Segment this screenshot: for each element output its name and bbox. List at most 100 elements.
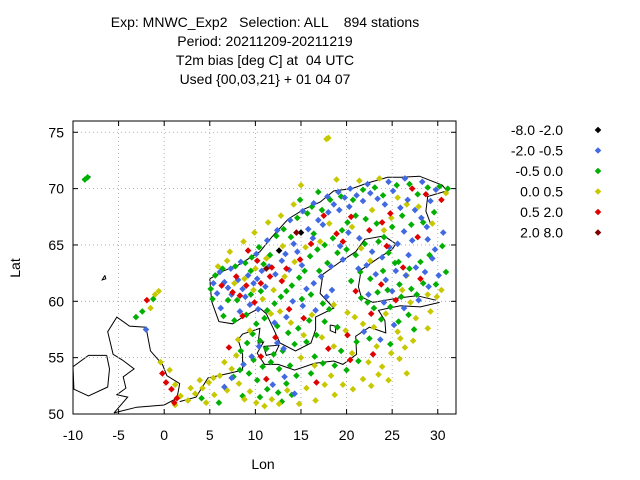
data-point xyxy=(347,277,355,285)
data-point xyxy=(339,256,347,263)
data-point xyxy=(273,232,280,240)
data-point xyxy=(442,189,450,197)
data-point xyxy=(295,400,303,408)
data-point xyxy=(426,251,433,259)
data-point xyxy=(352,287,359,295)
data-point xyxy=(287,233,295,241)
data-point xyxy=(438,196,445,204)
data-point xyxy=(400,304,408,312)
data-point xyxy=(248,254,256,261)
data-point xyxy=(317,273,325,280)
data-point xyxy=(408,185,416,192)
data-point xyxy=(250,286,257,294)
data-point xyxy=(277,293,285,301)
data-point xyxy=(307,240,315,248)
data-point xyxy=(327,263,335,270)
data-point xyxy=(241,275,248,283)
data-point xyxy=(218,282,225,289)
coastline-segment-1 xyxy=(72,354,111,397)
data-point xyxy=(301,267,308,275)
data-point xyxy=(221,358,228,366)
data-point xyxy=(281,373,288,381)
data-point xyxy=(255,243,263,251)
data-point xyxy=(263,265,270,272)
data-point xyxy=(248,353,256,360)
data-point xyxy=(363,261,370,269)
data-point xyxy=(296,196,304,204)
data-point xyxy=(330,343,338,350)
legend-marker xyxy=(594,147,602,154)
data-point xyxy=(275,247,283,254)
data-point xyxy=(221,383,228,391)
data-point xyxy=(421,268,429,276)
data-point xyxy=(374,288,381,296)
data-point xyxy=(423,223,431,231)
data-point xyxy=(410,326,418,333)
data-point xyxy=(315,267,323,275)
data-point xyxy=(297,229,305,236)
data-point xyxy=(366,227,373,234)
data-point xyxy=(254,305,262,313)
data-point xyxy=(259,363,266,370)
data-point xyxy=(275,365,283,373)
data-point xyxy=(247,291,255,298)
data-point xyxy=(316,238,324,245)
data-point xyxy=(213,290,221,297)
data-point xyxy=(273,227,281,234)
data-point xyxy=(313,379,320,386)
data-point xyxy=(397,293,405,301)
data-point xyxy=(199,384,206,392)
data-point xyxy=(217,304,225,312)
data-point xyxy=(234,276,242,284)
data-point xyxy=(253,376,261,384)
data-point xyxy=(259,295,266,303)
data-point xyxy=(263,307,271,314)
y-axis-label: Lat xyxy=(7,258,23,278)
data-point xyxy=(388,223,396,231)
data-point xyxy=(81,176,89,183)
data-point xyxy=(296,256,304,263)
data-point xyxy=(400,228,408,235)
data-point xyxy=(219,265,226,272)
data-point xyxy=(237,258,245,266)
data-point xyxy=(403,370,411,377)
data-point xyxy=(430,208,438,216)
data-point xyxy=(157,358,164,366)
data-point xyxy=(271,319,278,327)
data-point xyxy=(231,279,238,287)
data-point xyxy=(388,287,396,295)
x-axis-ticks: -10 -5 0 5 10 15 20 25 30 xyxy=(63,121,446,443)
data-point xyxy=(245,370,253,377)
data-point xyxy=(380,233,388,241)
data-point xyxy=(236,308,244,315)
data-point xyxy=(436,183,443,190)
data-point xyxy=(323,135,330,143)
data-point xyxy=(384,286,391,294)
data-point xyxy=(300,314,308,322)
data-point xyxy=(288,282,296,289)
data-point xyxy=(264,219,272,226)
x-tick-label: 10 xyxy=(248,427,264,443)
y-tick-label: 50 xyxy=(48,406,64,422)
data-point xyxy=(372,270,380,278)
data-point xyxy=(279,242,287,250)
data-point xyxy=(263,255,270,262)
data-point xyxy=(202,399,210,407)
data-point xyxy=(258,267,266,275)
data-point xyxy=(239,285,246,293)
data-point xyxy=(303,285,310,293)
data-point xyxy=(373,343,380,350)
data-point xyxy=(380,227,388,234)
data-point xyxy=(346,203,353,210)
data-point xyxy=(360,328,368,336)
data-point xyxy=(424,184,432,191)
legend: -8.0 -2.0 -2.0 -0.5 -0.5 0.0 0.0 0.5 0.5 2.0… xyxy=(511,122,602,241)
x-tick-label: 5 xyxy=(206,427,214,443)
data-point xyxy=(281,273,288,280)
data-point xyxy=(250,279,257,287)
data-point xyxy=(235,380,243,387)
data-point xyxy=(364,299,371,306)
data-point xyxy=(257,279,265,287)
data-point xyxy=(391,259,399,267)
data-point xyxy=(365,358,372,366)
